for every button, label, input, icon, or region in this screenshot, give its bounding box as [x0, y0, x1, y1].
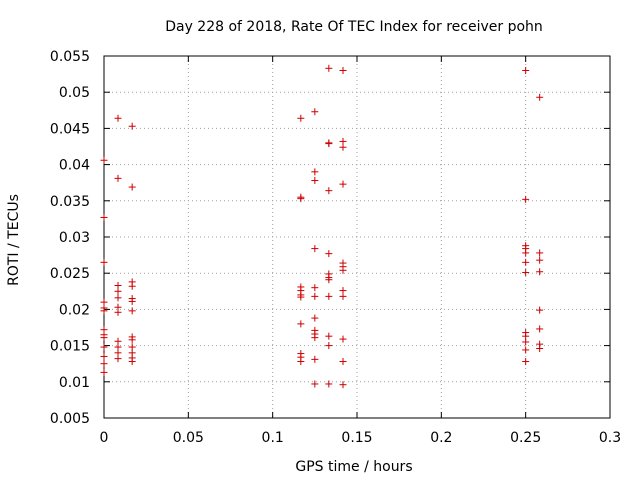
data-point: [100, 368, 108, 376]
y-tick-label: 0.045: [50, 121, 90, 137]
data-point: [100, 156, 108, 164]
y-axis-label: ROTI / TECUs: [6, 194, 22, 286]
y-tick-label: 0.04: [59, 158, 90, 174]
data-point: [297, 293, 305, 301]
data-point: [536, 93, 544, 101]
data-point: [536, 344, 544, 352]
data-point: [339, 143, 347, 151]
data-point: [114, 308, 122, 316]
data-point: [297, 358, 305, 366]
x-axis-label: GPS time / hours: [295, 459, 412, 475]
data-point: [339, 335, 347, 343]
data-point: [311, 108, 319, 116]
x-tick-label: 0.15: [341, 430, 372, 446]
data-point: [325, 187, 333, 195]
data-point: [100, 360, 108, 368]
data-point: [325, 342, 333, 350]
data-point: [297, 114, 305, 122]
data-point: [114, 355, 122, 363]
data-point: [522, 66, 530, 74]
data-point: [128, 297, 136, 305]
data-points: [100, 64, 544, 389]
data-point: [522, 346, 530, 354]
grid: [104, 56, 610, 418]
data-point: [325, 380, 333, 388]
data-point: [536, 306, 544, 314]
data-point: [339, 66, 347, 74]
x-tick-label: 0.3: [599, 430, 621, 446]
data-point: [339, 358, 347, 366]
data-point: [325, 276, 333, 284]
data-point: [128, 183, 136, 191]
y-tick-label: 0.01: [59, 375, 90, 391]
data-point: [339, 266, 347, 274]
data-point: [114, 114, 122, 122]
data-point: [114, 287, 122, 295]
data-point: [100, 307, 108, 315]
data-point: [325, 250, 333, 258]
x-tick-label: 0: [100, 430, 109, 446]
data-point: [311, 292, 319, 300]
data-point: [128, 282, 136, 290]
data-point: [100, 352, 108, 360]
y-tick-label: 0.035: [50, 194, 90, 210]
x-tick-label: 0.2: [430, 430, 452, 446]
data-point: [325, 292, 333, 300]
data-point: [536, 325, 544, 333]
y-tick-label: 0.015: [50, 339, 90, 355]
data-point: [522, 258, 530, 266]
x-tick-label: 0.1: [262, 430, 284, 446]
x-tick-label: 0.25: [510, 430, 541, 446]
data-point: [325, 64, 333, 72]
data-point: [522, 338, 530, 346]
y-tick-label: 0.02: [59, 302, 90, 318]
data-point: [311, 334, 319, 342]
data-point: [325, 140, 333, 148]
data-point: [128, 358, 136, 366]
y-tick-label: 0.005: [50, 411, 90, 427]
data-point: [297, 195, 305, 203]
data-point: [128, 336, 136, 344]
data-point: [311, 177, 319, 185]
y-tick-label: 0.055: [50, 49, 90, 65]
data-point: [128, 307, 136, 315]
data-point: [100, 258, 108, 266]
axes: 0 0.05 0.1 0.15 0.2 0.25 0.3 0.005 0.01 0.015 0.02…: [50, 49, 621, 446]
y-tick-label: 0.05: [59, 85, 90, 101]
data-point: [536, 249, 544, 257]
data-point: [100, 334, 108, 342]
data-point: [536, 256, 544, 264]
data-point: [311, 314, 319, 322]
data-point: [100, 343, 108, 351]
data-point: [522, 358, 530, 366]
x-tick-label: 0.05: [173, 430, 204, 446]
y-tick-label: 0.025: [50, 266, 90, 282]
data-point: [311, 284, 319, 292]
data-point: [114, 174, 122, 182]
data-point: [311, 355, 319, 363]
data-point: [522, 268, 530, 276]
y-tick-label: 0.03: [59, 230, 90, 246]
data-point: [100, 213, 108, 221]
data-point: [311, 245, 319, 253]
data-point: [339, 180, 347, 188]
data-point: [339, 381, 347, 389]
data-point: [325, 332, 333, 340]
data-point: [522, 249, 530, 257]
chart-title: Day 228 of 2018, Rate Of TEC Index for r…: [165, 19, 543, 35]
data-point: [522, 195, 530, 203]
data-point: [114, 294, 122, 302]
data-point: [311, 168, 319, 176]
data-point: [297, 320, 305, 328]
data-point: [536, 268, 544, 276]
data-point: [339, 292, 347, 300]
data-point: [311, 380, 319, 388]
data-point: [128, 122, 136, 130]
